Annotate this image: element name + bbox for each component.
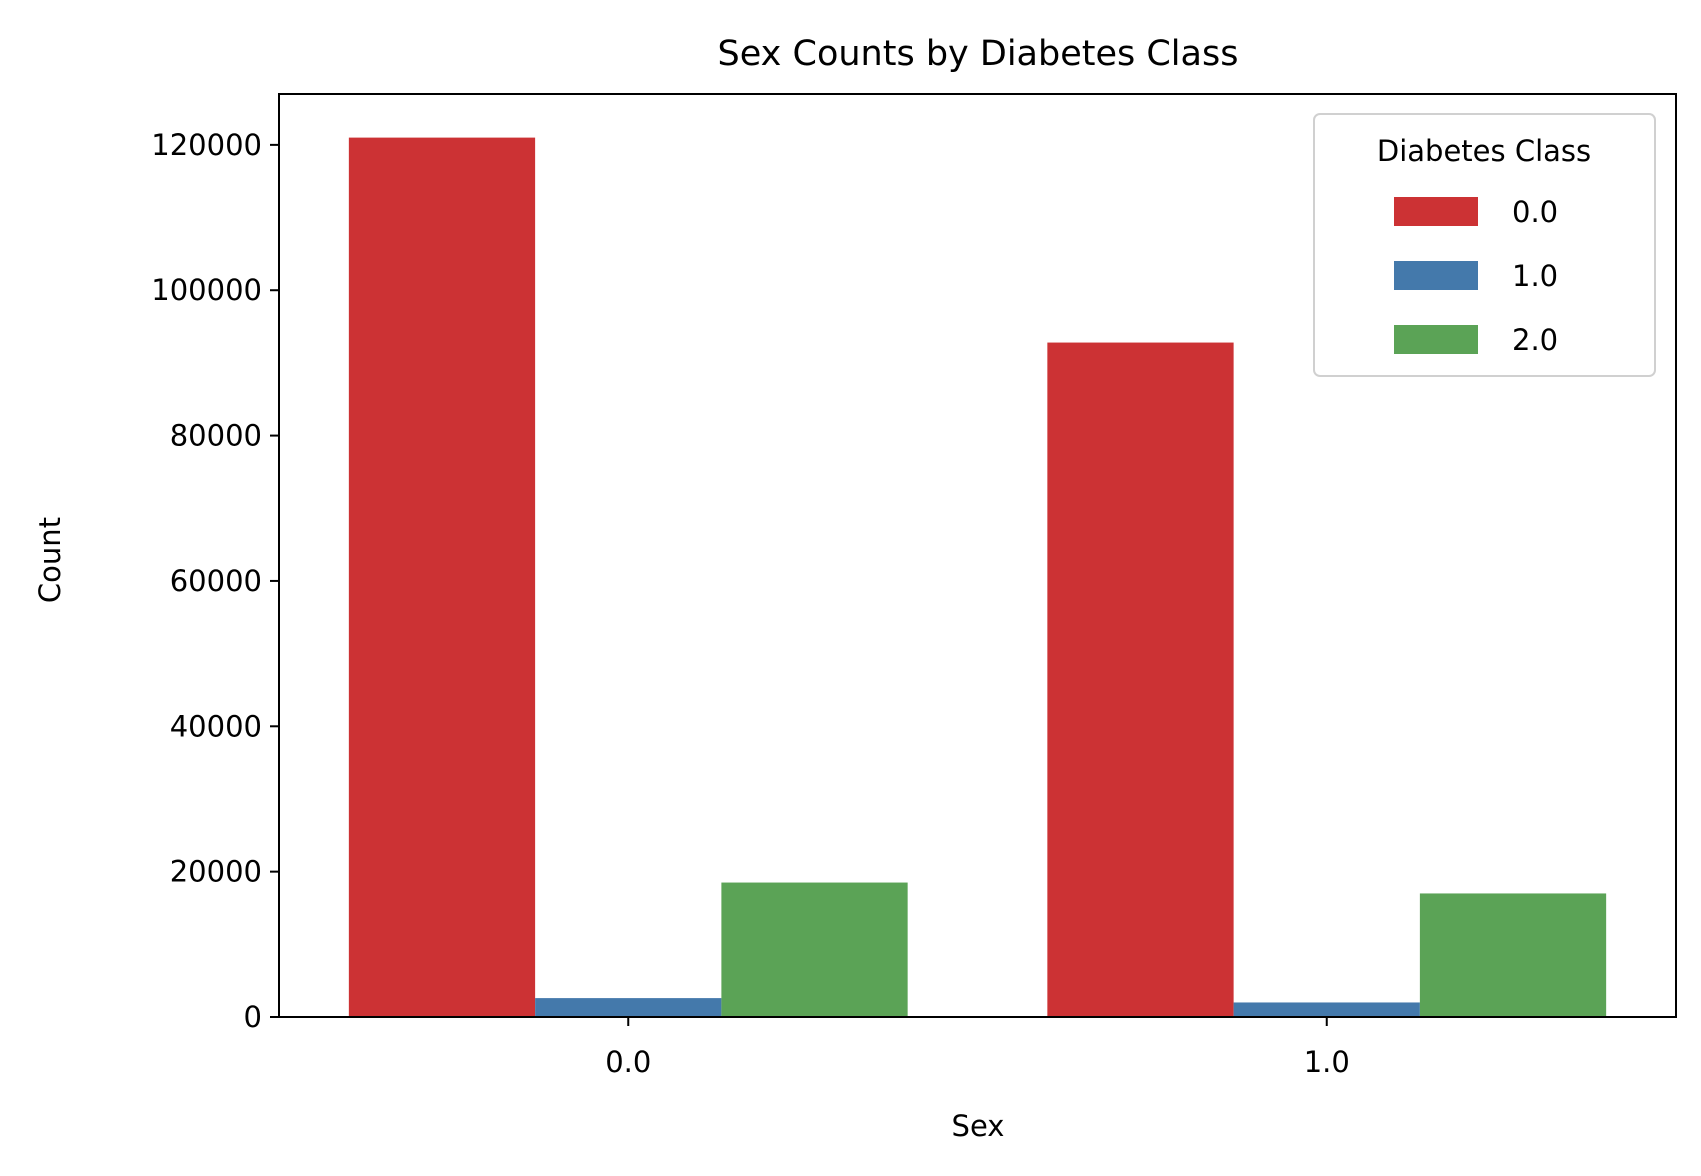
y-tick-label: 120000 [151, 128, 262, 162]
bar-1.0-class-0.0 [1047, 342, 1234, 1017]
y-axis-ticks: 0 20000 40000 60000 80000 100000 120000 [151, 128, 279, 1034]
legend-title: Diabetes Class [1377, 134, 1591, 168]
legend-label: 0.0 [1512, 195, 1558, 229]
y-tick-label: 60000 [170, 564, 262, 598]
x-axis-ticks: 0.0 1.0 [605, 1017, 1350, 1079]
plot-frame [278, 93, 1677, 1018]
chart-title: Sex Counts by Diabetes Class [718, 34, 1239, 74]
legend-swatch [1394, 197, 1478, 226]
bar-1.0-class-2.0 [1419, 893, 1607, 1017]
legend-label: 2.0 [1512, 323, 1558, 357]
y-tick-label: 20000 [170, 855, 262, 889]
bar-0.0-class-2.0 [721, 882, 908, 1017]
bar-0.0-class-1.0 [535, 998, 722, 1017]
y-tick-label: 100000 [151, 273, 262, 307]
y-tick-label: 0 [244, 1000, 262, 1034]
legend-swatch [1394, 325, 1478, 354]
y-tick-label: 80000 [170, 419, 262, 453]
bars-layer [348, 137, 1607, 1017]
bar-1.0-class-1.0 [1233, 1002, 1420, 1017]
legend-label: 1.0 [1512, 259, 1558, 293]
bar-0.0-class-0.0 [348, 137, 536, 1017]
y-axis-title: Count [33, 517, 67, 603]
legend: Diabetes Class 0.0 1.0 2.0 [1313, 113, 1656, 377]
legend-box [1313, 113, 1656, 377]
legend-swatch [1394, 261, 1478, 290]
x-tick-label: 0.0 [605, 1045, 651, 1079]
x-axis-title: Sex [952, 1109, 1005, 1143]
y-tick-label: 40000 [170, 709, 262, 743]
x-tick-label: 1.0 [1304, 1045, 1350, 1079]
legend-items: 0.0 1.0 2.0 [1394, 195, 1558, 357]
